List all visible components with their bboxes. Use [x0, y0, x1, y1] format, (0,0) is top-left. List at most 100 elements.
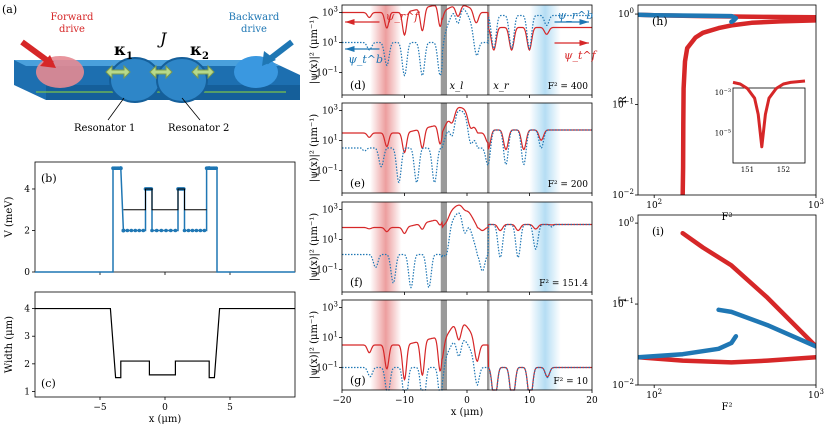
y-tick-label: 2: [24, 360, 30, 370]
panel-c-ylabel: Width (μm): [4, 316, 15, 373]
potential-marker: [159, 228, 164, 233]
wavefunction-backward: [342, 212, 592, 289]
curve-(h)-0: [680, 18, 816, 195]
arrow-head: [345, 46, 355, 52]
y-tick-label: 101: [322, 331, 338, 344]
y-tick-label: 10−1: [316, 361, 338, 374]
resonator-1-label: Resonator 1: [74, 123, 135, 134]
y-tick-label: 3: [24, 332, 30, 342]
left-barrier-band: [440, 300, 447, 390]
kappa-1-label: κ1: [114, 40, 133, 62]
xlabel: F²: [722, 212, 733, 223]
potential-marker: [198, 228, 203, 233]
backward-arrow-head: [262, 51, 276, 66]
xlabel: F²: [722, 402, 733, 413]
potential-marker: [121, 228, 126, 233]
wavefunction-ylabel: |ψ(x)|² (μm⁻¹): [309, 213, 320, 281]
panel-frame: [637, 214, 817, 386]
y-tick-label: 10−1: [316, 164, 338, 177]
potential-marker: [137, 228, 142, 233]
potential-marker: [214, 166, 219, 171]
coupling-j-label: J: [157, 29, 168, 48]
panel-label: (g): [350, 374, 366, 387]
y-tick-label: 103: [322, 6, 338, 19]
y-tick-label: 100: [618, 216, 634, 229]
blue-absorber-band: [529, 103, 561, 193]
y-tick-label: 10−2: [612, 188, 634, 201]
y-tick-label: 101: [322, 134, 338, 147]
y-tick-label: 4: [24, 305, 30, 315]
panel-label: (d): [350, 79, 366, 92]
forward-label-1: Forward: [51, 12, 94, 23]
x-tick-label: −10: [395, 396, 414, 406]
wavefunction-ylabel: |ψ(x)|² (μm⁻¹): [309, 16, 320, 84]
y-tick-label: 10−1: [316, 66, 338, 79]
inset-curve: [732, 79, 806, 149]
res2-pointer: [181, 97, 201, 121]
psi-r-b-label: ψ_r^b: [558, 9, 594, 22]
panel-h: 10−2 10−1 100 102 103 F² R (h) 151 152 10−5 10−3: [612, 4, 824, 223]
y-tick-label: 103: [322, 203, 338, 216]
potential-marker: [150, 228, 154, 233]
potential-marker: [119, 166, 123, 171]
panel-label: (f): [350, 276, 363, 289]
wavefunction-ylabel: |ψ(x)|² (μm⁻¹): [309, 311, 320, 379]
ylabel: T: [618, 296, 629, 303]
y-tick-label: 1: [24, 387, 30, 397]
panel-i: 10−2 10−1 100 102 103 F² T (i): [612, 214, 824, 413]
arrow-head: [579, 40, 589, 46]
y-tick-label: 2: [24, 226, 30, 236]
wavefunction-forward: [342, 204, 592, 235]
potential-marker: [182, 228, 187, 233]
y-tick-label: 100: [618, 7, 634, 20]
y-tick-label: 10−1: [316, 263, 338, 276]
inset-y-tick-label: 10−5: [715, 129, 731, 138]
inset-x-tick-label: 151: [741, 166, 754, 174]
blue-absorber-band: [529, 202, 561, 292]
forward-arrow-head: [40, 55, 56, 68]
potential-marker: [173, 228, 178, 233]
resonator-2-label: Resonator 2: [168, 123, 229, 134]
wavefunction-ylabel: |ψ(x)|² (μm⁻¹): [309, 114, 320, 182]
arrow-head: [345, 19, 355, 25]
curve-(i)-3: [716, 307, 816, 349]
inset-y-tick-label: 10−3: [715, 88, 731, 97]
wavefunction-forward: [342, 324, 592, 391]
red-absorber-band: [370, 5, 402, 95]
potential-marker: [164, 228, 168, 233]
y-tick-label: 101: [322, 233, 338, 246]
x-tick-label: 103: [808, 388, 824, 401]
y-tick-label: 0: [24, 268, 30, 278]
x-tick-label: 5: [227, 403, 233, 413]
curve-(i)-1: [638, 355, 816, 365]
y-tick-label: 10−2: [612, 378, 634, 391]
x-tick-label: −5: [93, 403, 107, 413]
resonator-2-disk: [156, 57, 208, 103]
panel-label: (i): [652, 225, 664, 238]
backward-label-2: drive: [241, 24, 267, 35]
x-tick-label: 10: [524, 396, 536, 406]
x-tick-label: −20: [333, 396, 352, 406]
panel-b-series-1: [123, 188, 207, 211]
x-tick-label: 102: [646, 198, 662, 211]
panel-e: 10−1 101 103|ψ(x)|² (μm⁻¹) (e) F² = 200: [309, 102, 593, 196]
kappa-2-label: κ2: [190, 40, 209, 62]
panel-label: (e): [350, 177, 365, 190]
resonator-1-disk: [109, 57, 161, 103]
curve-(h)-2: [638, 12, 739, 25]
curve-(i)-0: [680, 230, 816, 349]
x-tick-label: 103: [808, 198, 824, 211]
panel-frame: [637, 4, 817, 196]
y-tick-label: 10−1: [612, 98, 634, 111]
y-tick-label: 101: [322, 36, 338, 49]
forward-label-2: drive: [59, 24, 85, 35]
pump-annotation: F² = 10: [553, 377, 588, 387]
panel-g: 10−1 101 103 −20 −10 0 10 20 x (μm) |ψ(x)|² (μm⁻¹…: [309, 299, 598, 418]
panel-c-label: (c): [41, 377, 56, 390]
panel-b-frame: [34, 161, 296, 273]
panel-b-series-0: [35, 167, 295, 273]
panel-c-frame: [34, 291, 296, 398]
wavefunction-backward: [342, 8, 592, 77]
width-profile-line: [35, 307, 295, 379]
inset: 151 152 10−5 10−3: [715, 79, 806, 174]
